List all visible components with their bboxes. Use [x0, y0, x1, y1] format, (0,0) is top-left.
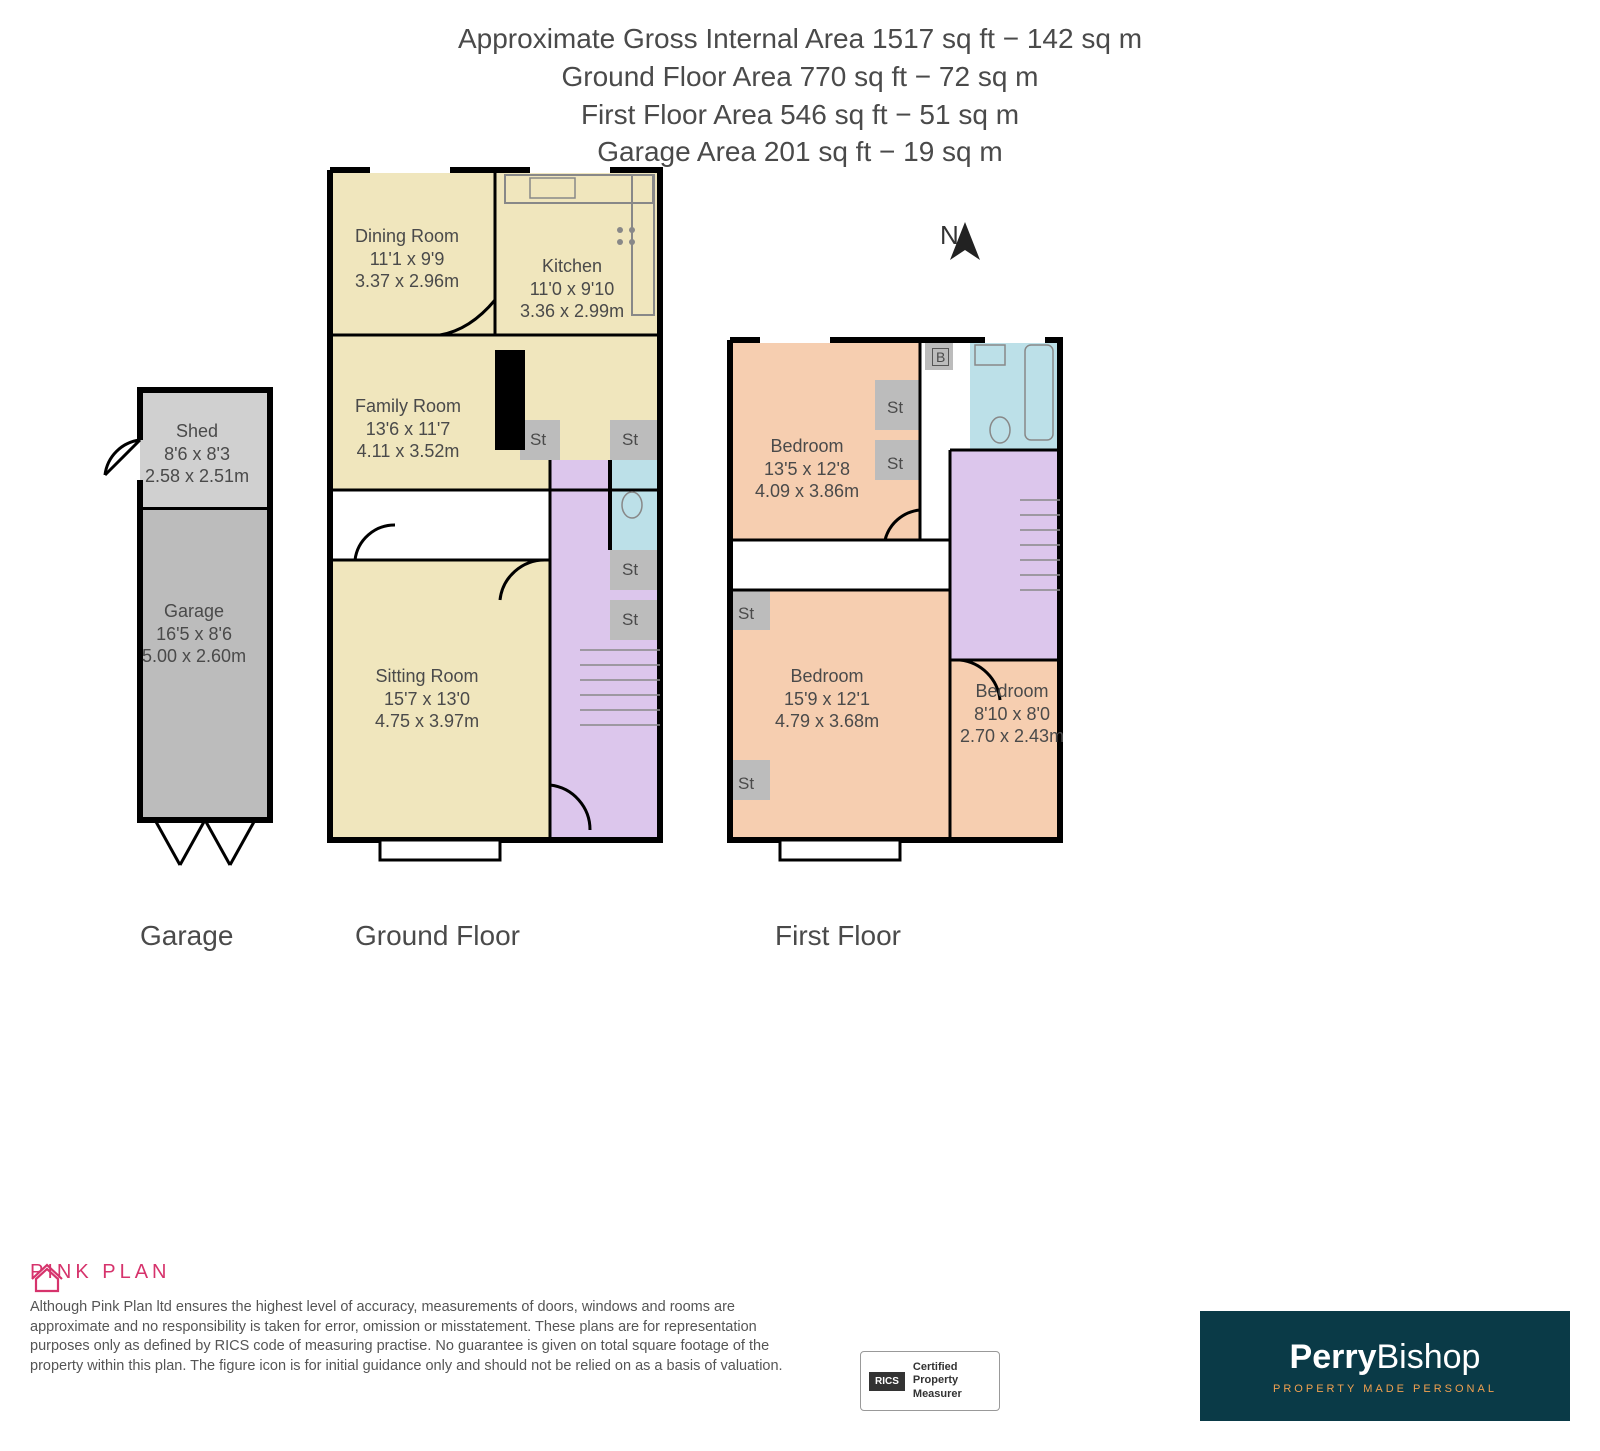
- bed2-label: Bedroom 15'9 x 12'1 4.79 x 3.68m: [775, 665, 879, 733]
- pinkplan-logo: PINK PLAN: [30, 1261, 1570, 1284]
- perry-sub: PROPERTY MADE PERSONAL: [1273, 1383, 1497, 1395]
- perry-main: PerryBishop: [1290, 1338, 1481, 1377]
- st-f1: St: [887, 398, 903, 418]
- disclaimer: Although Pink Plan ltd ensures the highe…: [30, 1298, 810, 1376]
- garage-label: Garage 16'5 x 8'6 5.00 x 2.60m: [142, 600, 246, 668]
- dining-label: Dining Room 11'1 x 9'9 3.37 x 2.96m: [355, 225, 459, 293]
- kitchen-label: Kitchen 11'0 x 9'10 3.36 x 2.99m: [520, 255, 624, 323]
- rics-text: Certified Property Measurer: [913, 1361, 999, 1401]
- rics-badge: RICS Certified Property Measurer: [860, 1351, 1000, 1411]
- header-line3: First Floor Area 546 sq ft − 51 sq m: [0, 96, 1600, 134]
- first-title: First Floor: [775, 920, 901, 952]
- st-g4: St: [622, 610, 638, 630]
- header-line1: Approximate Gross Internal Area 1517 sq …: [0, 20, 1600, 58]
- footer: PINK PLAN Although Pink Plan ltd ensures…: [30, 1261, 1570, 1421]
- header: Approximate Gross Internal Area 1517 sq …: [0, 0, 1600, 171]
- st-g1: St: [530, 430, 546, 450]
- st-g3: St: [622, 560, 638, 580]
- bed3-label: Bedroom 8'10 x 8'0 2.70 x 2.43m: [960, 680, 1064, 748]
- st-f4: St: [738, 774, 754, 794]
- pinkplan-icon: [30, 1261, 64, 1295]
- ground-title: Ground Floor: [355, 920, 520, 952]
- header-line2: Ground Floor Area 770 sq ft − 72 sq m: [0, 58, 1600, 96]
- perrybishop-logo: PerryBishop PROPERTY MADE PERSONAL: [1200, 1311, 1570, 1421]
- sitting-label: Sitting Room 15'7 x 13'0 4.75 x 3.97m: [375, 665, 479, 733]
- garage-title: Garage: [140, 920, 233, 952]
- floorplans: N Shed 8'6 x 8'3 2.58 x 2.51m Garage 16'…: [0, 160, 1600, 960]
- st-f3: St: [738, 604, 754, 624]
- boiler-b: B: [932, 348, 949, 366]
- st-g2: St: [622, 430, 638, 450]
- rics-mark: RICS: [869, 1372, 905, 1391]
- shed-label: Shed 8'6 x 8'3 2.58 x 2.51m: [145, 420, 249, 488]
- bed1-label: Bedroom 13'5 x 12'8 4.09 x 3.86m: [755, 435, 859, 503]
- family-label: Family Room 13'6 x 11'7 4.11 x 3.52m: [355, 395, 461, 463]
- st-f2: St: [887, 454, 903, 474]
- compass: N: [940, 220, 959, 251]
